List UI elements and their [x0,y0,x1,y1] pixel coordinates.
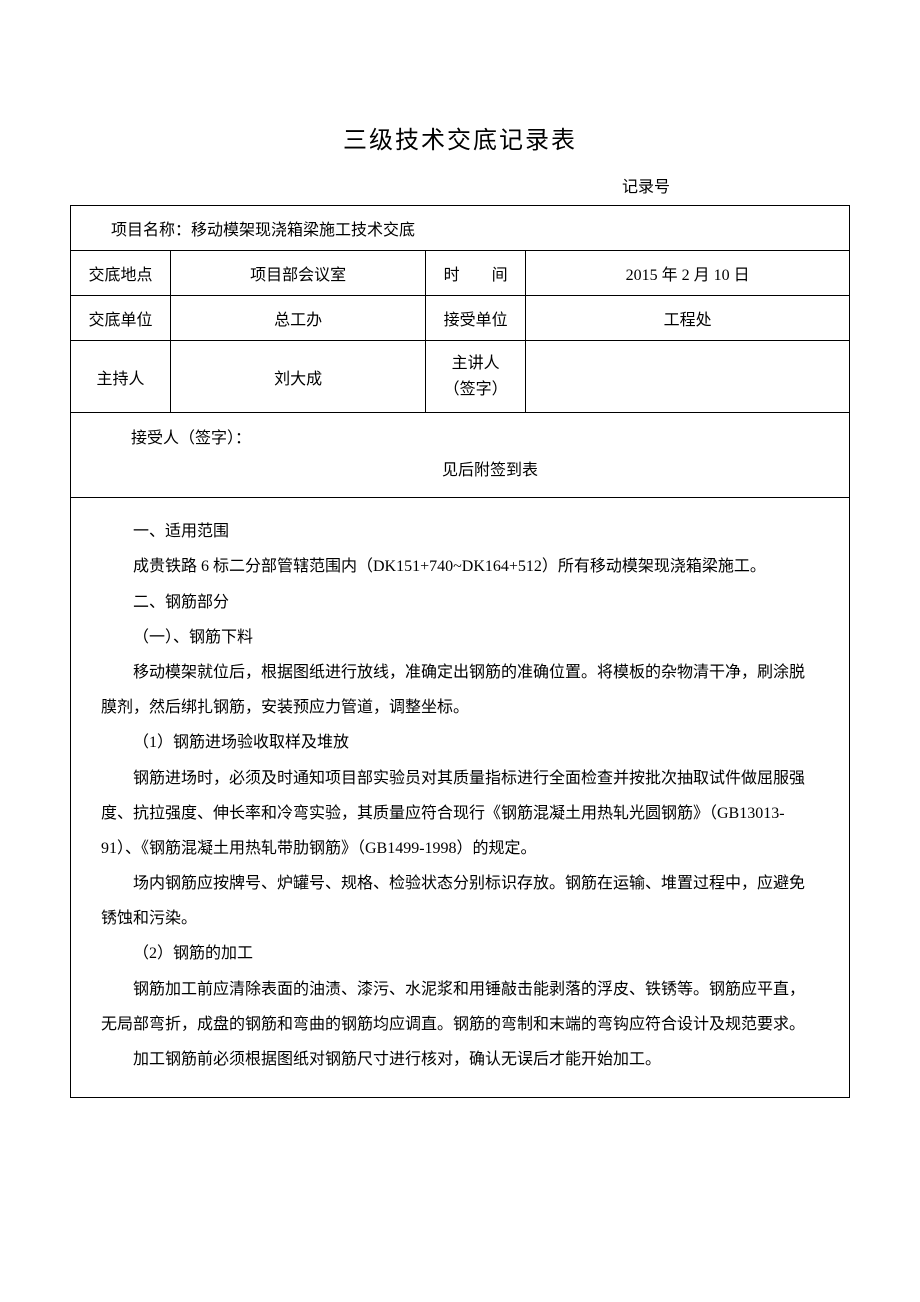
speaker-label: 主讲人 （签字） [426,341,526,413]
content-p10: 钢筋加工前应清除表面的油渍、漆污、水泥浆和用锤敲击能剥落的浮皮、铁锈等。钢筋应平… [101,972,819,1042]
page-title: 三级技术交底记录表 [70,120,850,155]
content-p9: （2）钢筋的加工 [101,936,819,971]
project-cell: 项目名称：移动模架现浇箱梁施工技术交底 [71,206,850,251]
location-time-row: 交底地点 项目部会议室 时 间 2015 年 2 月 10 日 [71,251,850,296]
time-value: 2015 年 2 月 10 日 [526,251,850,296]
acceptor-cell: 接受人（签字）： 见后附签到表 [71,413,850,498]
unit-label: 交底单位 [71,296,171,341]
acceptor-label: 接受人（签字）： [131,423,841,455]
location-value: 项目部会议室 [171,251,426,296]
content-cell: 一、适用范围 成贵铁路 6 标二分部管辖范围内（DK151+740~DK164+… [71,498,850,1098]
acceptor-row: 接受人（签字）： 见后附签到表 [71,413,850,498]
content-p3: 二、钢筋部分 [101,585,819,620]
unit-row: 交底单位 总工办 接受单位 工程处 [71,296,850,341]
content-p11: 加工钢筋前必须根据图纸对钢筋尺寸进行核对，确认无误后才能开始加工。 [101,1042,819,1077]
content-p1: 一、适用范围 [101,514,819,549]
project-row: 项目名称：移动模架现浇箱梁施工技术交底 [71,206,850,251]
content-p8: 场内钢筋应按牌号、炉罐号、规格、检验状态分别标识存放。钢筋在运输、堆置过程中，应… [101,866,819,936]
content-p4: （一）、钢筋下料 [101,620,819,655]
host-value: 刘大成 [171,341,426,413]
form-table: 项目名称：移动模架现浇箱梁施工技术交底 交底地点 项目部会议室 时 间 2015… [70,205,850,1098]
host-label: 主持人 [71,341,171,413]
content-row: 一、适用范围 成贵铁路 6 标二分部管辖范围内（DK151+740~DK164+… [71,498,850,1098]
location-label: 交底地点 [71,251,171,296]
accept-unit-label: 接受单位 [426,296,526,341]
content-p6: （1）钢筋进场验收取样及堆放 [101,725,819,760]
unit-value: 总工办 [171,296,426,341]
acceptor-note: 见后附签到表 [131,455,841,487]
content-p2: 成贵铁路 6 标二分部管辖范围内（DK151+740~DK164+512）所有移… [101,549,819,584]
content-p7: 钢筋进场时，必须及时通知项目部实验员对其质量指标进行全面检查并按批次抽取试件做屈… [101,761,819,867]
record-number-label: 记录号 [70,173,850,197]
host-speaker-row: 主持人 刘大成 主讲人 （签字） [71,341,850,413]
content-p5: 移动模架就位后，根据图纸进行放线，准确定出钢筋的准确位置。将模板的杂物清干净，刷… [101,655,819,725]
speaker-label-line2: （签字） [434,377,517,403]
speaker-value [526,341,850,413]
project-label: 项目名称： [111,222,191,239]
speaker-label-line1: 主讲人 [434,351,517,377]
project-name: 移动模架现浇箱梁施工技术交底 [191,222,415,239]
time-label: 时 间 [426,251,526,296]
accept-unit-value: 工程处 [526,296,850,341]
